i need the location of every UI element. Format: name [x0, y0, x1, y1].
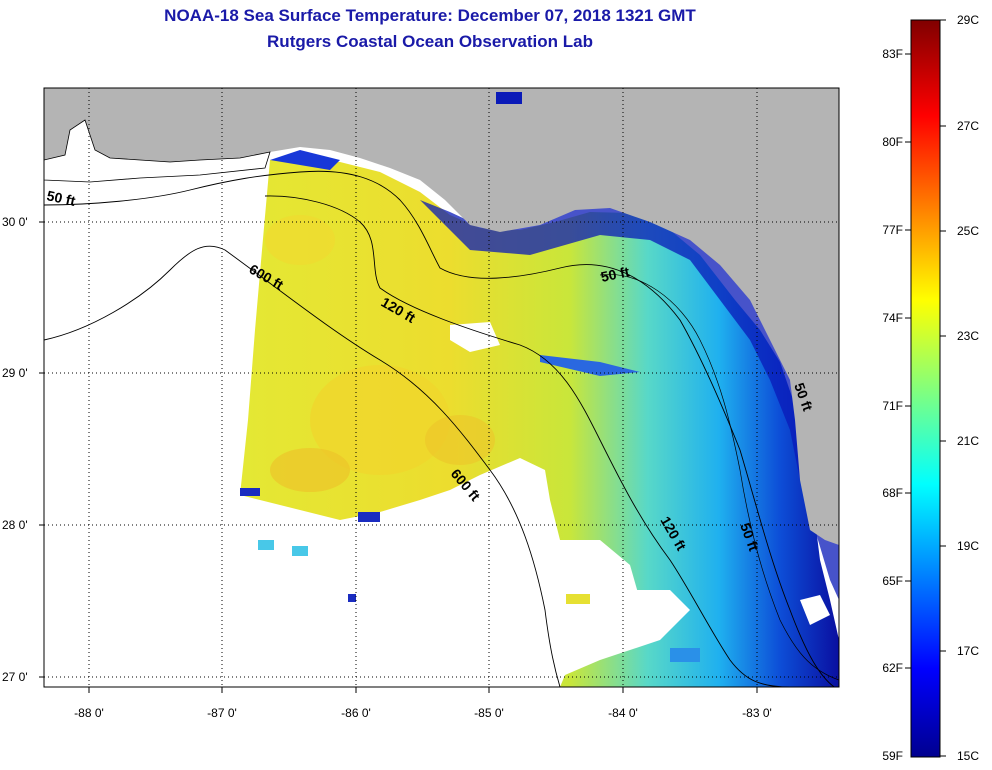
colorbar-f-label: 74F [882, 311, 903, 325]
land-mass [44, 88, 839, 545]
lat-label: 29 0' [2, 366, 28, 380]
lon-label: -83 0' [742, 706, 772, 720]
colorbar-f-label: 83F [882, 47, 903, 61]
coastline-west [44, 119, 271, 183]
colorbar-f-label: 68F [882, 486, 903, 500]
contour-50ft [44, 170, 836, 687]
cold-stripe [540, 355, 640, 376]
lon-label: -85 0' [474, 706, 504, 720]
warm-patch [425, 415, 495, 465]
cloud-gap [800, 595, 830, 625]
map-title: NOAA-18 Sea Surface Temperature: Decembe… [164, 6, 696, 25]
map-frame [43, 87, 840, 688]
lon-label: -87 0' [207, 706, 237, 720]
contour-50ft-east [599, 274, 839, 681]
cold-pixel [358, 512, 380, 522]
colorbar-f-label: 62F [882, 661, 903, 675]
lon-label: -86 0' [341, 706, 371, 720]
cloud-gap [450, 322, 500, 352]
colorbar [910, 19, 941, 758]
sst-pixel [348, 594, 356, 602]
lat-label: 27 0' [2, 670, 28, 684]
cold-coastal-band [420, 200, 839, 600]
sst-swath [240, 158, 839, 687]
inland-lake [496, 92, 522, 104]
sst-pixel [566, 594, 590, 604]
colorbar-c-label: 25C [957, 224, 979, 238]
colorbar-c-label: 21C [957, 434, 979, 448]
colorbar-c-label: 17C [957, 644, 979, 658]
warm-patch [270, 448, 350, 492]
axis-ticks [39, 221, 758, 693]
cloud-gap [550, 540, 640, 610]
colorbar-c-label: 19C [957, 539, 979, 553]
lat-label: 28 0' [2, 518, 28, 532]
warm-patch [265, 215, 335, 265]
contour-label: 50 ft [599, 263, 631, 285]
colorbar-f-label: 77F [882, 223, 903, 237]
colorbar-f-label: 65F [882, 574, 903, 588]
colorbar-c-label: 15C [957, 749, 979, 763]
lat-label: 30 0' [2, 215, 28, 229]
graticule [44, 88, 839, 687]
colorbar-c-label: 23C [957, 329, 979, 343]
colorbar-f-label: 80F [882, 135, 903, 149]
map-subtitle: Rutgers Coastal Ocean Observation Lab [267, 32, 593, 51]
colorbar-f-label: 59F [882, 749, 903, 763]
colorbar-ticks [905, 19, 946, 757]
sst-pixel [670, 648, 700, 662]
cold-pixel [240, 488, 260, 496]
lon-label: -84 0' [608, 706, 638, 720]
sst-pixel [292, 546, 308, 556]
colorbar-c-label: 27C [957, 119, 979, 133]
cold-coastal-band [270, 150, 340, 170]
contour-600ft [44, 245, 561, 687]
colorbar-f-label: 71F [882, 399, 903, 413]
sst-pixel [258, 540, 274, 550]
colorbar-c-label: 29C [957, 13, 979, 27]
contour-120ft [264, 195, 791, 687]
warm-patch [310, 365, 450, 475]
lon-label: -88 0' [74, 706, 104, 720]
contour-label: 50 ft [45, 187, 77, 209]
